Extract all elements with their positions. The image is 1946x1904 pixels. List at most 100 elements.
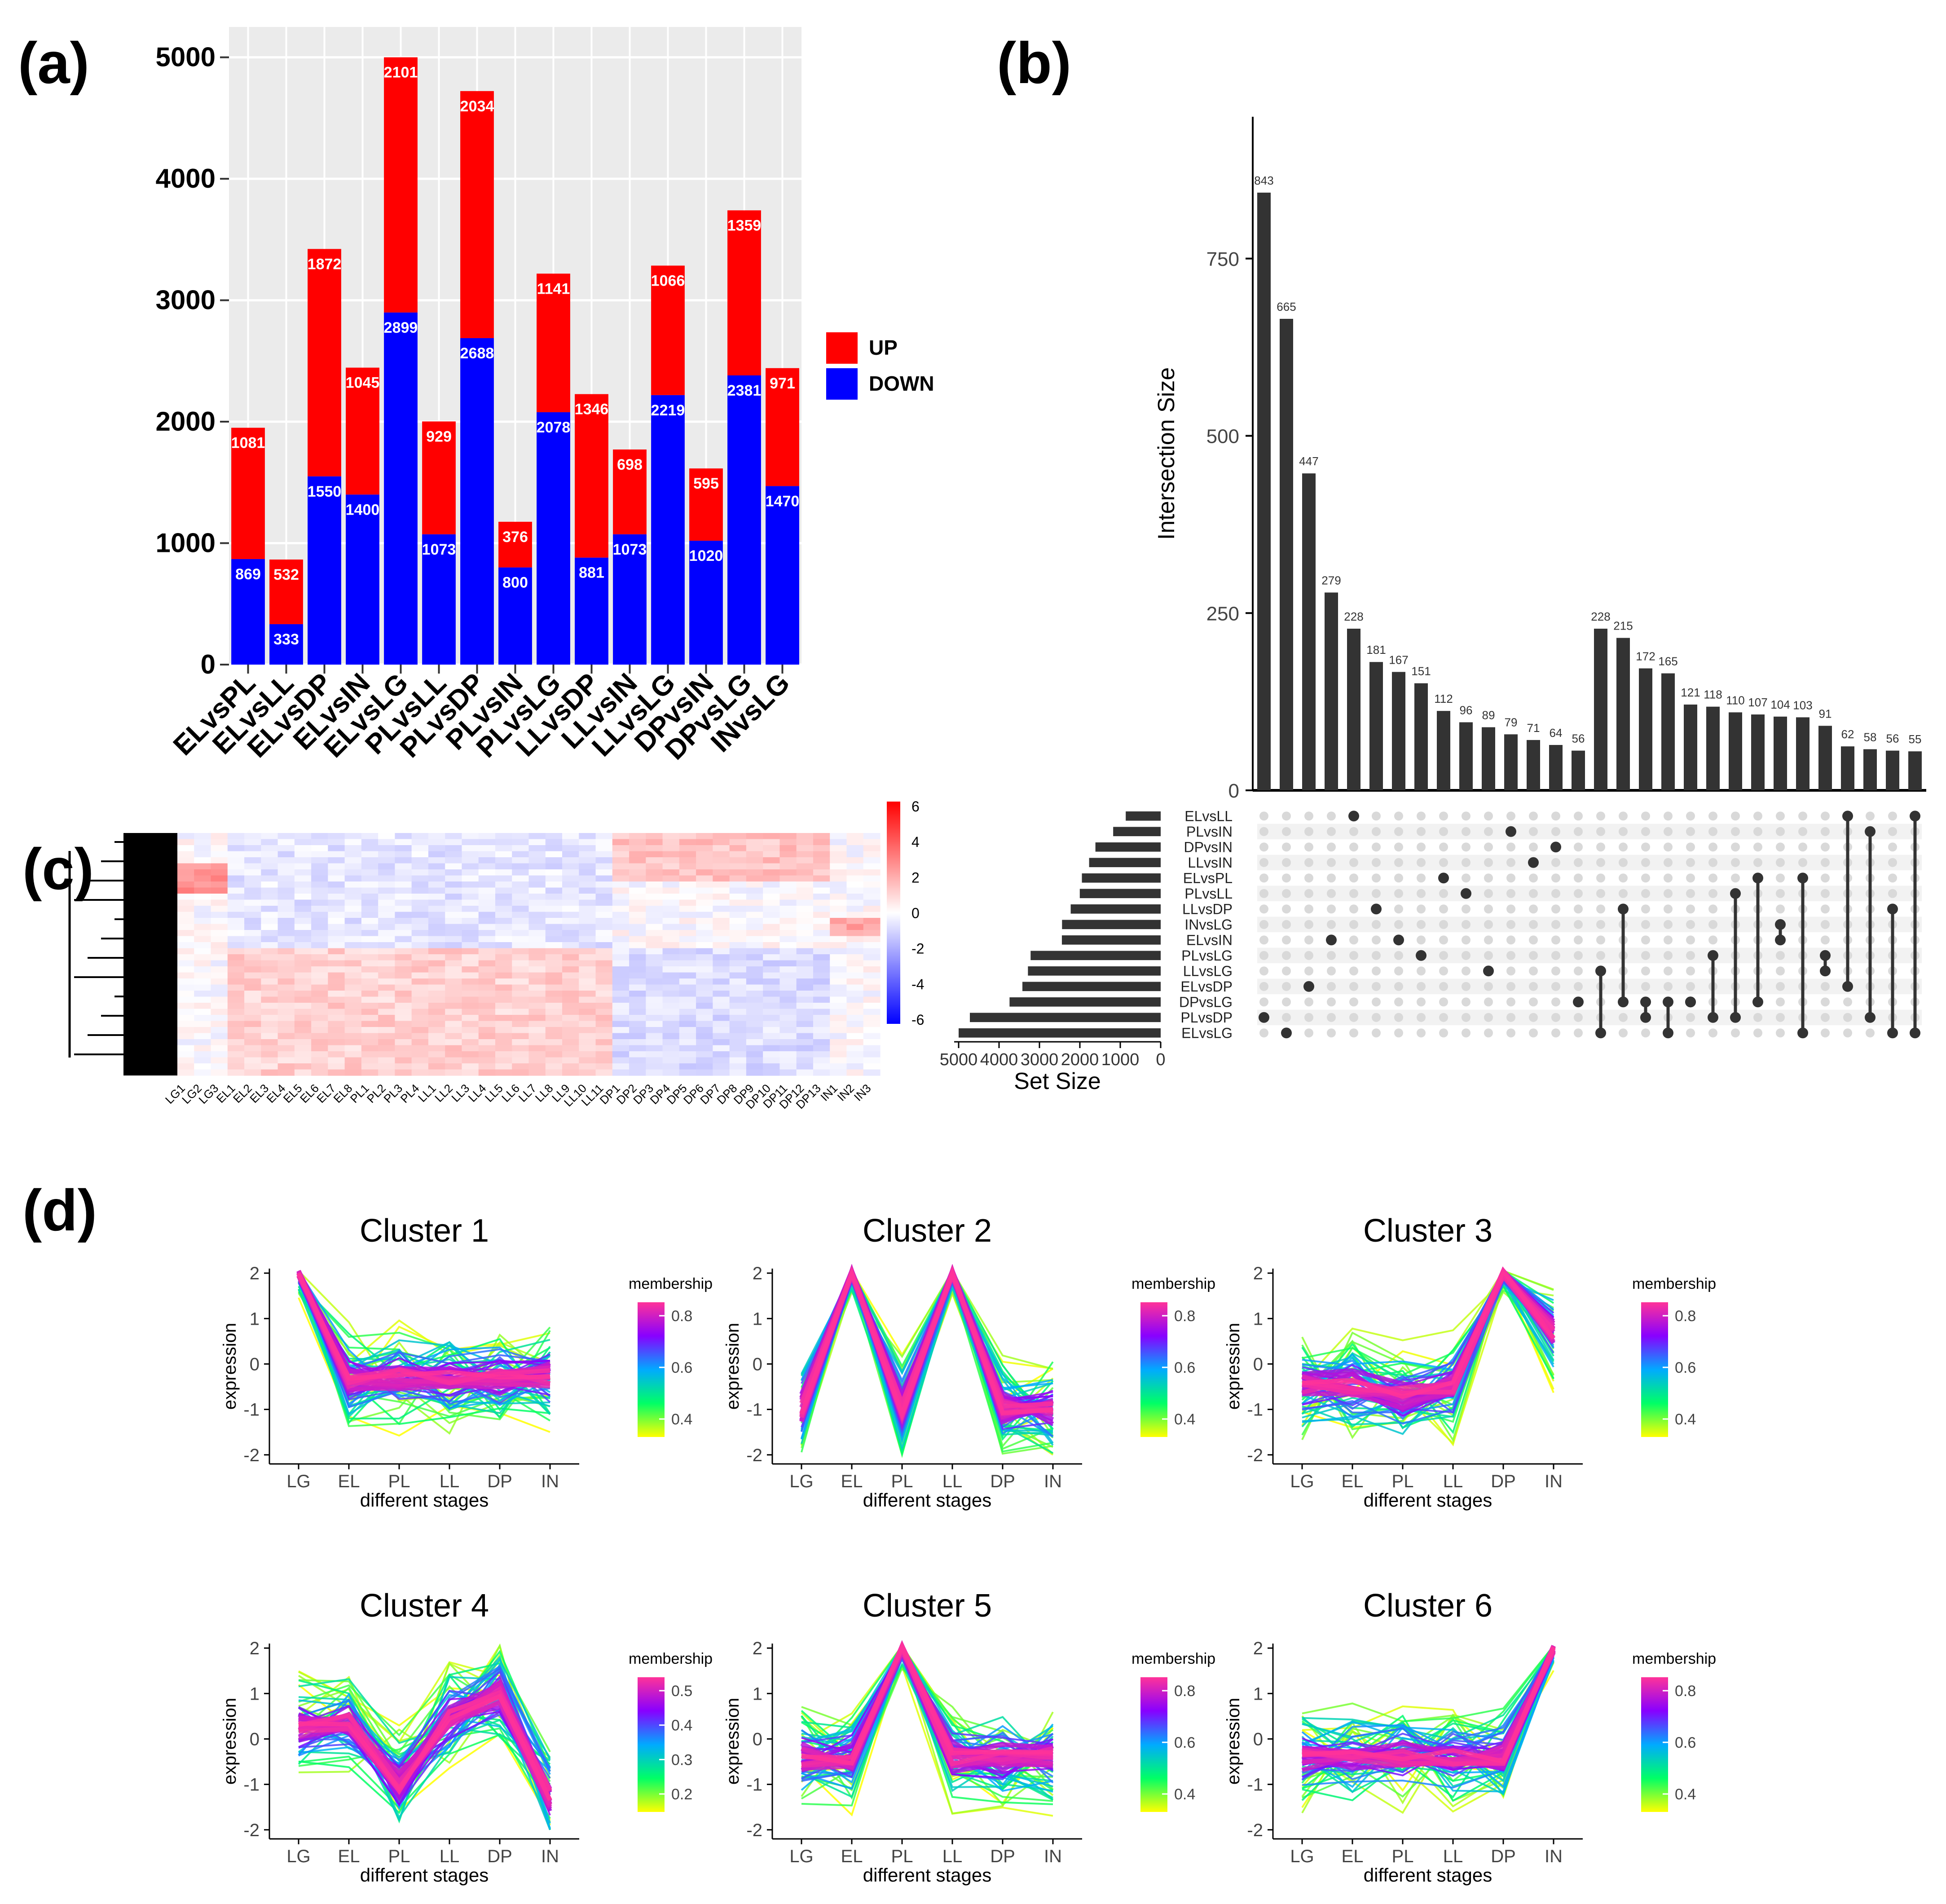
heatmap-cell [495,1063,512,1070]
heatmap-cell [779,918,797,925]
matrix-dot-empty [1349,997,1358,1007]
heatmap-cell [395,1003,412,1009]
heatmap-cell [813,954,830,961]
heatmap-cell [495,942,512,949]
matrix-dot-empty [1259,827,1268,836]
heatmap-cell [579,954,596,961]
heatmap-cell [261,899,278,906]
heatmap-cell [227,863,245,870]
heatmap-cell [495,887,512,894]
matrix-dot-empty [1394,1013,1403,1022]
heatmap-cell [445,966,462,973]
heatmap-cell [227,1069,245,1076]
heatmap-cell [545,966,563,973]
heatmap-cell [478,881,496,888]
heatmap-cell [729,1009,747,1015]
y-tick-label: -2 [243,1820,260,1840]
heatmap-cell [830,991,847,997]
heatmap-cell [746,857,763,864]
heatmap-cell [478,1003,496,1009]
matrix-dot-empty [1506,966,1515,976]
heatmap-cell [713,881,730,888]
heatmap-cell [646,1057,663,1064]
heatmap-cell [411,912,429,918]
matrix-dot-empty [1259,904,1268,914]
heatmap-cell [361,1033,379,1040]
heatmap-cell [311,936,328,943]
y-axis-label-b: Intersection Size [1154,367,1180,540]
data-label-down: 2078 [537,419,571,436]
heatmap-cell [679,978,696,985]
heatmap-cell [662,972,680,979]
heatmap-cell [528,1069,546,1076]
x-tick-label: DP [990,1847,1015,1866]
heatmap-cell [696,1021,713,1027]
heatmap-cell [378,972,396,979]
heatmap-cell [194,881,211,888]
heatmap-cell [277,887,295,894]
matrix-dot-empty [1484,842,1493,852]
matrix-dot-empty [1776,966,1785,976]
y-tick-label: 0 [753,1729,762,1749]
heatmap-cell [679,942,696,949]
set-name: DPvsIN [1184,839,1233,855]
heatmap-cell [177,1057,194,1064]
heatmap-cell [211,1069,228,1076]
heatmap-cell [177,851,194,858]
set-size-bar [1070,904,1161,914]
heatmap-cell [261,942,278,949]
heatmap-cell [361,875,379,882]
heatmap-cell [478,1057,496,1064]
data-label-down: 2381 [727,382,762,399]
heatmap-cell [311,894,328,900]
heatmap-cell [495,954,512,961]
heatmap-cell [294,833,312,840]
matrix-dot-empty [1798,858,1807,867]
heatmap-cell [244,954,261,961]
heatmap-cell [227,875,245,882]
heatmap-cell [562,1057,579,1064]
heatmap-cell [796,906,814,912]
heatmap-cell [796,936,814,943]
heatmap-cell [562,978,579,985]
heatmap-cell [746,996,763,1003]
matrix-dot-empty [1776,842,1785,852]
heatmap-cell [428,881,445,888]
heatmap-cell [478,894,496,900]
heatmap-cell [411,1045,429,1052]
heatmap-cell [863,1009,881,1015]
heatmap-cell [478,966,496,973]
matrix-dot-empty [1619,873,1628,883]
heatmap-cell [779,899,797,906]
heatmap-cell [411,1003,429,1009]
matrix-dot-filled [1618,904,1629,915]
heatmap-cell [528,1051,546,1058]
heatmap-cell [378,1033,396,1040]
data-label-down: 333 [273,631,299,648]
intersection-bar [1482,727,1495,790]
matrix-dot-empty [1349,827,1358,836]
heatmap-cell [830,978,847,985]
heatmap-cell [261,924,278,930]
heatmap-cell [495,960,512,967]
heatmap-cell [462,894,479,900]
matrix-dot-empty [1372,827,1381,836]
heatmap-cell [679,984,696,991]
heatmap-cell [328,1039,345,1046]
heatmap-cell [378,966,396,973]
heatmap-cell [277,954,295,961]
heatmap-cell [294,839,312,846]
y-axis-label: expression [723,1698,743,1785]
heatmap-cell [746,912,763,918]
heatmap-cell [261,906,278,912]
set-size-axis-label: Set Size [1014,1068,1101,1094]
heatmap-cell [612,942,630,949]
heatmap-cell [378,1045,396,1052]
heatmap-cell [562,863,579,870]
heatmap-cell [411,966,429,973]
matrix-dot-empty [1708,889,1717,898]
heatmap-cell [763,894,780,900]
heatmap-cell [813,1057,830,1064]
heatmap-cell [177,978,194,985]
heatmap-cell [411,1033,429,1040]
